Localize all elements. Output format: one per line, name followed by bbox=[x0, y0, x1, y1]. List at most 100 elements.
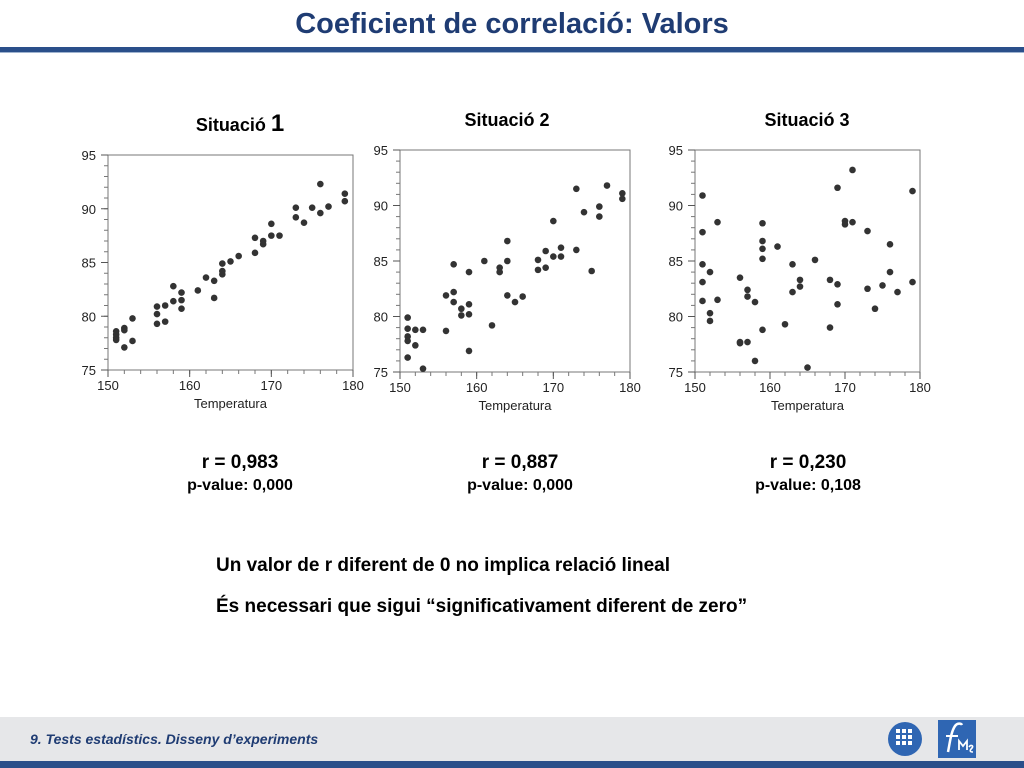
data-point bbox=[178, 296, 185, 304]
data-point bbox=[251, 249, 259, 257]
data-point bbox=[736, 338, 744, 346]
x-tick-label: 180 bbox=[342, 378, 364, 393]
data-point bbox=[251, 234, 259, 242]
y-tick-label: 95 bbox=[374, 143, 388, 158]
data-point bbox=[194, 287, 202, 294]
data-point bbox=[178, 289, 185, 296]
data-point bbox=[161, 318, 169, 325]
data-point bbox=[699, 261, 706, 268]
data-point bbox=[153, 310, 161, 318]
y-tick-label: 90 bbox=[374, 199, 388, 214]
data-point bbox=[580, 208, 588, 216]
scatter-plot-2: 150 160 170 180 75 80 85 90 95 Temperatura bbox=[374, 143, 641, 413]
data-point bbox=[450, 288, 457, 296]
data-point bbox=[834, 300, 841, 308]
data-point bbox=[796, 276, 804, 284]
data-point bbox=[789, 288, 796, 296]
data-point bbox=[112, 328, 120, 335]
data-point bbox=[488, 322, 496, 329]
plot-1-title-text: Situació bbox=[195, 115, 271, 135]
data-point bbox=[849, 166, 856, 174]
message-line-2: És necessari que sigui “significativamen… bbox=[216, 596, 748, 617]
data-point bbox=[292, 204, 300, 211]
data-point bbox=[879, 282, 886, 289]
data-point bbox=[811, 256, 819, 264]
x-tick-label: 150 bbox=[97, 378, 119, 393]
x-tick-label: 160 bbox=[759, 380, 781, 395]
scatter-plot-1: 150 160 170 180 75 80 85 90 95 Temperatura bbox=[82, 148, 364, 411]
data-point bbox=[542, 264, 549, 271]
data-point bbox=[826, 276, 834, 284]
data-point bbox=[121, 344, 128, 351]
x-tick-label: 150 bbox=[389, 380, 411, 395]
plot-2-r-value: r = 0,887 bbox=[481, 452, 559, 473]
data-point bbox=[292, 214, 300, 221]
data-point bbox=[826, 324, 834, 331]
data-point bbox=[210, 277, 218, 285]
data-point bbox=[465, 268, 473, 276]
data-point bbox=[235, 252, 242, 260]
data-point bbox=[534, 256, 542, 264]
data-point bbox=[619, 189, 626, 197]
plot-1-title-number: 1 bbox=[270, 110, 285, 137]
y-tick-label: 85 bbox=[669, 254, 683, 269]
data-point bbox=[317, 180, 324, 188]
data-point bbox=[714, 218, 721, 226]
data-point bbox=[596, 213, 603, 220]
plot-1-stats: r = 0,983 p-value: 0,000 bbox=[110, 452, 370, 495]
data-point bbox=[227, 258, 234, 265]
y-tick-label: 75 bbox=[374, 365, 388, 380]
plot-1-title: Situació 1 bbox=[110, 110, 370, 138]
plot-1-r-value: r = 0,983 bbox=[201, 452, 279, 473]
data-point bbox=[419, 326, 427, 334]
data-point bbox=[300, 219, 308, 227]
data-point bbox=[886, 241, 894, 248]
data-point bbox=[588, 267, 595, 275]
data-point bbox=[170, 297, 177, 305]
data-point bbox=[504, 292, 511, 299]
y-tick-label: 85 bbox=[82, 256, 96, 271]
y-tick-label: 75 bbox=[82, 363, 96, 378]
footer-text: 9. Tests estadístics. Disseny d’experime… bbox=[30, 731, 319, 747]
data-point bbox=[412, 326, 419, 334]
data-point bbox=[619, 195, 626, 203]
data-point bbox=[550, 253, 557, 260]
data-point bbox=[341, 190, 349, 197]
data-point bbox=[774, 243, 781, 250]
data-point bbox=[412, 342, 419, 349]
data-point bbox=[419, 365, 427, 372]
footer-bar bbox=[0, 761, 1024, 768]
plot-2-title: Situació 2 bbox=[377, 110, 637, 131]
x-tick-label: 170 bbox=[542, 380, 564, 395]
data-point bbox=[268, 220, 275, 228]
plot-2-stats: r = 0,887 p-value: 0,000 bbox=[390, 452, 650, 495]
data-point bbox=[841, 221, 849, 228]
title-divider-thin bbox=[0, 52, 1024, 53]
data-point bbox=[325, 203, 332, 210]
data-point bbox=[511, 298, 519, 306]
x-axis-label: Temperatura bbox=[194, 396, 268, 411]
data-point bbox=[706, 317, 714, 325]
x-tick-label: 180 bbox=[909, 380, 931, 395]
plot-frame bbox=[694, 149, 921, 373]
plot-2-title-text: Situació bbox=[464, 110, 540, 130]
title-divider bbox=[0, 47, 1024, 52]
data-point bbox=[504, 257, 511, 265]
data-point bbox=[404, 337, 411, 345]
plot-3-title-number: 3 bbox=[839, 110, 850, 130]
y-tick-label: 95 bbox=[669, 143, 683, 158]
y-tick-label: 85 bbox=[374, 254, 388, 269]
plot-3-p-value: p-value: 0,108 bbox=[755, 477, 861, 494]
data-point bbox=[317, 209, 324, 217]
data-point bbox=[268, 232, 275, 239]
data-point bbox=[210, 294, 218, 302]
fme-logo-graphic bbox=[946, 722, 974, 753]
data-point bbox=[759, 219, 766, 227]
data-point bbox=[744, 338, 751, 346]
slide-title: Coeficient de correlació: Valors bbox=[295, 8, 729, 40]
data-point bbox=[759, 326, 766, 334]
data-point bbox=[699, 228, 706, 236]
footer: 9. Tests estadístics. Disseny d’experime… bbox=[0, 717, 1024, 761]
data-point bbox=[170, 282, 177, 290]
data-point bbox=[450, 261, 457, 268]
